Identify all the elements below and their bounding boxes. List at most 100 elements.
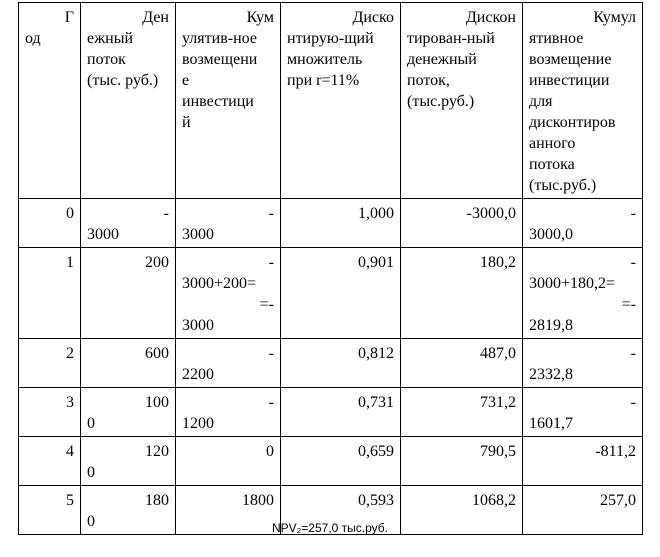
table-cell: Дискон тирован-ный денежный поток, (тыс.руб.… bbox=[400, 2, 523, 199]
cell-line: (тыс.руб.) bbox=[529, 177, 597, 194]
cell-line: дисконтиров bbox=[529, 114, 616, 131]
table-cell: - 3000 bbox=[175, 198, 281, 248]
data-row: 3 100 0 - 1200 0,731 731,2 - 1601,7 bbox=[18, 387, 643, 437]
table-cell: 1,000 bbox=[280, 198, 401, 248]
table-cell: - 2332,8 bbox=[522, 338, 643, 388]
cell-line: Кумул bbox=[593, 9, 636, 26]
table-cell: 0,812 bbox=[280, 338, 401, 388]
cell-line: возмещени bbox=[182, 51, 258, 68]
table-cell: Диско нтирую-щий множитель при r=11% bbox=[280, 2, 401, 199]
cell-line: при r=11% bbox=[287, 72, 360, 89]
data-row: 2 600 - 2200 0,812 487,0 - 2332,8 bbox=[18, 338, 643, 388]
table-cell: 0,659 bbox=[280, 436, 401, 486]
cell-line: для bbox=[529, 93, 553, 110]
data-row: 4 120 0 0 0,659 790,5 -811,2 bbox=[18, 436, 643, 486]
table-cell: 4 bbox=[18, 436, 81, 486]
cell-line: 0,659 bbox=[358, 443, 394, 460]
table-cell: - 3000 bbox=[80, 198, 176, 248]
cell-line: 1068,2 bbox=[472, 492, 516, 509]
table-cell: 600 bbox=[80, 338, 176, 388]
cell-line: денежный bbox=[407, 51, 477, 68]
cell-line: (тыс. руб.) bbox=[87, 72, 159, 89]
cell-line: - bbox=[630, 254, 636, 271]
cell-line: 3000 bbox=[87, 226, 119, 243]
cell-line: =- bbox=[259, 296, 274, 313]
cell-line: -3000,0 bbox=[466, 205, 516, 222]
cell-line: 3000+180,2= bbox=[529, 275, 616, 292]
cell-line: 0 bbox=[266, 443, 274, 460]
data-row: 1 200-3000+200= =- 3000 0,901 180,2-3000+180,… bbox=[18, 247, 643, 339]
table-cell: -3000,0 bbox=[400, 198, 523, 248]
cell-line: анного bbox=[529, 135, 576, 152]
cell-line: 180,2 bbox=[480, 254, 516, 271]
cell-line: 120 bbox=[145, 443, 169, 460]
table-cell: 731,2 bbox=[400, 387, 523, 437]
cell-line: 0 bbox=[87, 464, 95, 481]
cell-line: 100 bbox=[145, 394, 169, 411]
cell-line: 0,812 bbox=[358, 345, 394, 362]
table-cell: Ден ежный поток (тыс. руб.) bbox=[80, 2, 176, 199]
cell-line: - bbox=[268, 394, 274, 411]
cell-line: 2 bbox=[66, 345, 74, 362]
cell-line: поток, bbox=[407, 72, 450, 89]
cell-line: 2819,8 bbox=[529, 317, 573, 334]
cell-line: 487,0 bbox=[480, 345, 516, 362]
table-cell: 0 bbox=[175, 436, 281, 486]
table-cell: 5 bbox=[18, 485, 81, 535]
table-cell: - 2200 bbox=[175, 338, 281, 388]
cell-line: 1601,7 bbox=[529, 415, 573, 432]
cell-line: - bbox=[163, 205, 169, 222]
table-cell: 0 bbox=[18, 198, 81, 248]
cell-line: 2332,8 bbox=[529, 366, 573, 383]
table-cell: Кумул ятивное возмещение инвестиции для диско… bbox=[522, 2, 643, 199]
cell-line: ежный bbox=[87, 30, 134, 47]
table-cell: 0,901 bbox=[280, 247, 401, 339]
cell-line: - bbox=[630, 345, 636, 362]
cell-line: 1800 bbox=[242, 492, 274, 509]
cell-line: Ден bbox=[142, 9, 169, 26]
cell-line: Дискон bbox=[465, 9, 516, 26]
cell-line: 731,2 bbox=[480, 394, 516, 411]
cell-line: - bbox=[268, 345, 274, 362]
cell-line: од bbox=[25, 30, 41, 47]
cell-line: 0,731 bbox=[358, 394, 394, 411]
cell-line: 1,000 bbox=[358, 205, 394, 222]
cell-line: й bbox=[182, 114, 191, 131]
cell-line: 3000,0 bbox=[529, 226, 573, 243]
table-cell: 1800 bbox=[175, 485, 281, 535]
cell-line: 5 bbox=[66, 492, 74, 509]
cell-line: 3000 bbox=[182, 226, 214, 243]
table-cell: 487,0 bbox=[400, 338, 523, 388]
cell-line: 0 bbox=[87, 513, 95, 530]
cell-line: - bbox=[630, 205, 636, 222]
cell-line: - bbox=[268, 254, 274, 271]
cell-line: - bbox=[268, 205, 274, 222]
cell-line: - bbox=[630, 394, 636, 411]
data-row: 0-3000-3000 1,000 -3000,0-3000,0 bbox=[18, 198, 643, 248]
cell-line: 3000 bbox=[182, 317, 214, 334]
cell-line: потока bbox=[529, 156, 575, 173]
table-cell: 0,731 bbox=[280, 387, 401, 437]
cell-line: 1200 bbox=[182, 415, 214, 432]
table-cell: -3000+180,2= =- 2819,8 bbox=[522, 247, 643, 339]
cell-line: 257,0 bbox=[600, 492, 636, 509]
cell-line: 1 bbox=[66, 254, 74, 271]
table-cell: 180,2 bbox=[400, 247, 523, 339]
cell-line: 180 bbox=[145, 492, 169, 509]
table-cell: 2 bbox=[18, 338, 81, 388]
table-cell: 257,0 bbox=[522, 485, 643, 535]
cell-line: 790,5 bbox=[480, 443, 516, 460]
cell-line: 200 bbox=[145, 254, 169, 271]
cell-line: 4 bbox=[66, 443, 74, 460]
cell-line: е bbox=[182, 72, 190, 89]
cell-line: возмещение bbox=[529, 51, 612, 68]
table-cell: - 1601,7 bbox=[522, 387, 643, 437]
cell-line: множитель bbox=[287, 51, 363, 68]
cell-line: инвестиции bbox=[529, 72, 610, 89]
npv-note: NPV₂=257,0 тыс.руб. bbox=[271, 521, 389, 535]
table-cell: 100 0 bbox=[80, 387, 176, 437]
table-cell: 120 0 bbox=[80, 436, 176, 486]
cell-line: 0 bbox=[87, 415, 95, 432]
